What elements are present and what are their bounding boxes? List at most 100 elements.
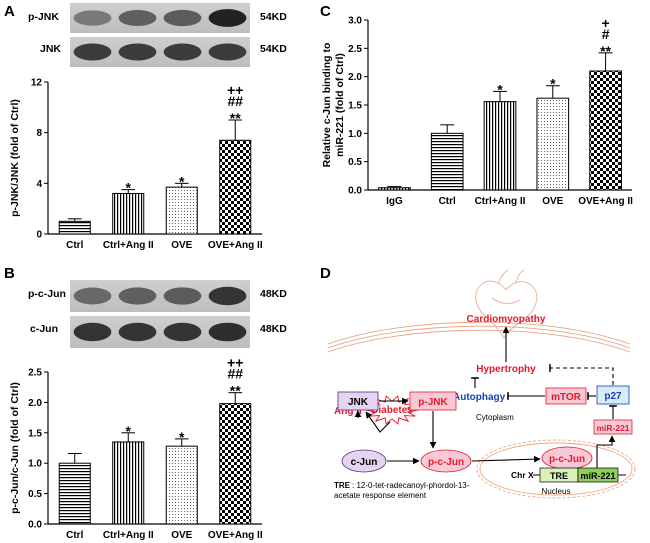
blot-band [163,287,202,305]
bar [112,192,145,235]
y-tick-label: 1.0 [28,459,42,470]
blot-label-p-jnk: p-JNK [28,11,59,23]
cell-membrane [327,321,631,353]
blot-band [73,287,112,305]
node-ang-ii: Ang II [334,406,362,417]
y-tick-label: 2.5 [348,44,362,55]
x-tick-label: Ctrl+Ang II [103,240,154,251]
jnk-box [337,391,379,411]
blot-size-p-c-jun: 48KD [260,288,287,300]
node-mir221: miR-221 [596,423,629,433]
significance-mark: * [550,76,556,92]
blot-band [73,10,112,26]
panel-letter-a: A [4,3,15,20]
p-jnk-box [409,391,457,411]
blot-label-c-jun: c-Jun [30,323,58,335]
mtor-box [545,387,587,405]
significance-mark: ## [227,366,243,382]
node-p27: p27 [604,391,622,402]
bar [483,101,517,191]
panel-letter-d: D [320,265,331,282]
y-tick-label: 0.0 [348,186,362,197]
node-mir221-gene: miR-221 [580,471,615,481]
bar [165,445,198,525]
significance-mark: ** [600,43,611,59]
node-diabetes: Diabetes [371,405,413,416]
node-p-c-jun-2: p-c-Jun [549,454,585,465]
bar [219,403,252,525]
c-jun-oval [341,449,387,473]
y-axis-label: Relative c-Jun binding to [321,43,333,168]
panel-b: B p-c-Jun 48KD c-Jun 48KD 0.0 0.5 1.0 1.5 2.… [4,265,287,541]
panel-d: D Ang II Diabetes Cardiomyopathy Hypertr… [320,265,636,500]
chart-a: 0 4 8 12 p-JNK/JNK (fold of Ctrl) Ctrl Ctrl+An… [9,78,263,252]
bar [589,70,622,191]
y-tick-label: 1.0 [348,129,362,140]
y-tick-label: 2.0 [28,398,42,409]
mir221-gene-box [577,467,619,483]
legend-key: TRE [334,481,351,490]
y-tick-label: 8 [36,128,42,139]
p27-box [596,385,630,405]
significance-mark: ## [227,93,243,109]
blot-band [163,9,202,27]
blot-band [73,322,112,342]
x-tick-label: OVE+Ang II [578,196,633,207]
bar [430,132,464,191]
significance-mark: * [126,423,132,439]
y-tick-label: 2.0 [348,72,362,83]
mir221-box [593,419,633,435]
chart-c: 0.0 0.5 1.0 1.5 2.0 2.5 3.0 Relative c-Jun bind… [321,15,633,207]
arrow-pcjun-to-nucleus [471,455,541,463]
y-axis-label: p-JNK/JNK (fold of Ctrl) [9,99,21,217]
y-axis-label: p-c-Jun/c-Jun (fold of Ctrl) [9,382,21,514]
significance-mark: ++ [227,355,243,371]
significance-mark: * [497,81,503,97]
blot-band [118,43,157,61]
blot-size-jnk: 54KD [260,43,287,55]
significance-mark: ++ [227,82,243,98]
legend-line-2: acetate response element [334,491,427,500]
y-tick-label: 0.5 [348,157,362,168]
y-tick-label: 3.0 [348,16,362,27]
y-tick-label: 1.5 [348,101,362,112]
inhibit-p27-hypertrophy [549,364,614,385]
label-chr-x: Chr X [511,470,534,480]
blot-band [163,322,202,342]
significance-mark: # [602,26,610,42]
x-tick-label: OVE [171,530,192,541]
blot-band [163,43,202,61]
y-axis-label: miR-221 (fold of Ctrl) [334,53,346,157]
node-p-c-jun-1: p-c-Jun [428,457,464,468]
y-tick-label: 0 [36,230,42,241]
y-tick-label: 2.5 [28,368,42,379]
bar [536,97,570,191]
bar [378,187,411,191]
blot-p-c-jun [70,280,250,312]
bar [58,220,91,235]
node-autophagy: Autophagy [453,392,506,403]
nucleus-outline [476,439,636,499]
blot-band [208,286,247,306]
significance-mark: * [179,173,185,189]
blot-label-jnk: JNK [40,43,61,55]
blot-p-jnk [70,3,250,33]
blot-band [208,43,247,61]
arrow-diabetes-to-jnk [365,411,391,433]
x-tick-label: OVE+Ang II [208,240,263,251]
x-tick-label: Ctrl [66,240,83,251]
blot-size-p-jnk: 54KD [260,11,287,23]
significance-mark: * [179,429,185,445]
node-p-jnk: p-JNK [418,397,448,408]
panel-letter-c: C [320,3,331,20]
bar [165,186,198,235]
bar [112,441,145,525]
blot-band [118,322,157,342]
x-tick-label: Ctrl+Ang II [103,530,154,541]
blot-band [118,287,157,305]
node-tre: TRE [550,471,568,481]
label-cytoplasm: Cytoplasm [476,413,514,422]
x-tick-label: OVE [542,196,563,207]
legend-line-1: : 12-0-tet-radecanoyl-phordol-13- [352,481,470,490]
y-tick-label: 4 [36,179,42,190]
